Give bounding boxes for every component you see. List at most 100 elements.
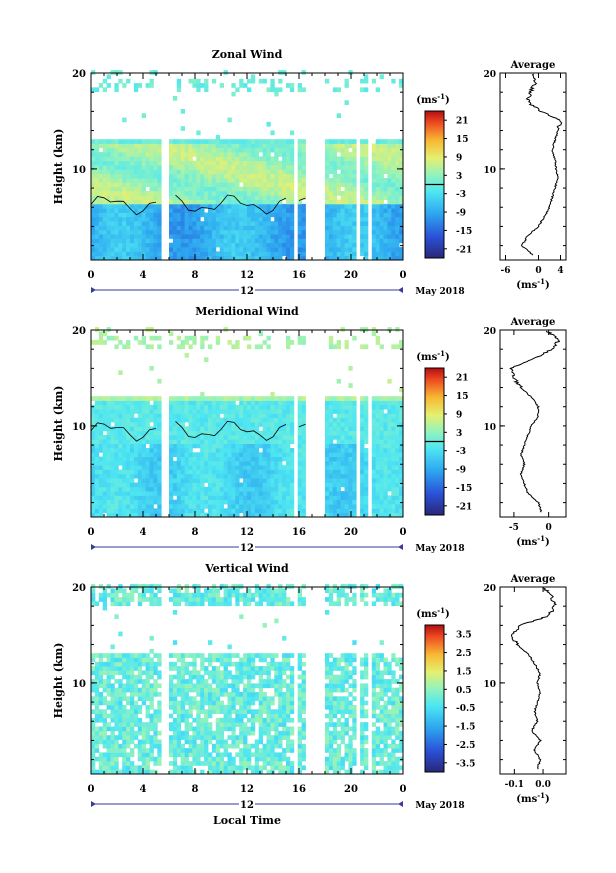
heatmap-cell: [122, 456, 127, 462]
heatmap-cell: [270, 156, 275, 162]
heatmap-cell: [180, 178, 185, 183]
heatmap-cell: [258, 225, 263, 231]
heatmap-cell: [184, 478, 189, 483]
heatmap-cell: [364, 417, 369, 423]
heatmap-cell: [133, 147, 139, 153]
heatmap-cell: [130, 748, 135, 753]
heatmap-cell: [328, 743, 334, 749]
heatmap-cell: [239, 486, 244, 492]
heatmap-cell: [383, 242, 388, 248]
heatmap-cell: [200, 391, 205, 397]
heatmap-cell: [227, 743, 232, 749]
heatmap-cell: [211, 186, 217, 192]
heatmap-cell: [262, 238, 267, 244]
heatmap-cell: [360, 165, 365, 170]
heatmap-cell: [141, 465, 146, 470]
heatmap-cell: [379, 452, 384, 457]
heatmap-cell: [348, 229, 353, 235]
heatmap-cell: [286, 504, 291, 509]
heatmap-cell: [235, 178, 240, 183]
heatmap-cell: [153, 739, 158, 745]
heatmap-cell: [278, 173, 283, 179]
heatmap-cell: [157, 335, 162, 341]
heatmap-cell: [364, 439, 369, 444]
heatmap-cell: [348, 739, 353, 745]
heatmap-cell: [211, 225, 217, 231]
heatmap-cell: [332, 735, 338, 740]
heatmap-cell: [208, 173, 213, 179]
heatmap-cell: [102, 191, 107, 196]
heatmap-cell: [266, 255, 271, 261]
heatmap-cell: [145, 182, 150, 187]
heatmap-cell: [286, 216, 291, 222]
heatmap-cell: [278, 78, 283, 84]
heatmap-cell: [360, 508, 365, 514]
heatmap-cell: [126, 512, 131, 518]
heatmap-cell: [254, 165, 260, 170]
heatmap-cell: [332, 482, 338, 488]
heatmap-cell: [118, 486, 123, 492]
heatmap-cell: [110, 508, 115, 514]
heatmap-cell: [122, 748, 127, 753]
heatmap-cell: [254, 448, 260, 453]
heatmap-cell: [215, 156, 221, 162]
heatmap-cell: [340, 739, 345, 745]
heatmap-cell: [98, 482, 104, 488]
heatmap-cell: [250, 212, 256, 218]
heatmap-cell: [130, 255, 135, 261]
heatmap-cell: [94, 147, 100, 153]
heatmap-cell: [215, 216, 221, 222]
heatmap-cell: [219, 147, 224, 153]
heatmap-cell: [364, 195, 369, 200]
heatmap-cell: [169, 251, 174, 257]
heatmap-cell: [200, 448, 205, 453]
heatmap-cell: [227, 769, 232, 775]
heatmap-cell: [110, 512, 115, 518]
heatmap-cell: [126, 156, 131, 162]
heatmap-cell: [219, 191, 224, 196]
heatmap-cell: [289, 508, 295, 514]
heatmap-cell: [364, 147, 369, 153]
heatmap-cell: [278, 251, 283, 257]
heatmap-cell: [262, 743, 267, 749]
heatmap-cell: [204, 78, 209, 84]
heatmap-cell: [153, 160, 158, 166]
heatmap-cell: [379, 769, 384, 775]
heatmap-cell: [340, 156, 345, 162]
heatmap-cell: [360, 396, 365, 401]
heatmap-cell: [196, 409, 201, 414]
heatmap-cell: [258, 435, 263, 440]
heatmap-cell: [379, 504, 384, 509]
heatmap-cell: [188, 413, 193, 419]
heatmap-cell: [274, 452, 279, 457]
heatmap-cell: [94, 769, 100, 775]
heatmap-cell: [141, 752, 146, 758]
heatmap-cell: [325, 765, 330, 771]
heatmap-cell: [130, 439, 135, 444]
heatmap-cell: [348, 383, 353, 388]
heatmap-cell: [325, 460, 330, 466]
heatmap-cell: [247, 752, 252, 758]
heatmap-cell: [196, 195, 201, 200]
heatmap-cell: [98, 199, 104, 205]
heatmap-cell: [247, 225, 252, 231]
heatmap-cell: [141, 212, 146, 218]
heatmap-cell: [239, 439, 244, 444]
heatmap-cell: [360, 143, 365, 149]
heatmap-cell: [196, 508, 201, 514]
heatmap-cell: [149, 769, 154, 775]
heatmap-cell: [176, 495, 182, 501]
heatmap-cell: [180, 229, 185, 235]
heatmap-cell: [110, 491, 115, 496]
heatmap-cell: [375, 478, 380, 483]
heatmap-cell: [196, 495, 201, 501]
heatmap-cell: [258, 173, 263, 179]
heatmap-cell: [336, 460, 341, 466]
colorbar-tick-label: 3: [456, 429, 462, 439]
heatmap-cell: [266, 465, 271, 470]
heatmap-cell: [352, 169, 357, 175]
heatmap-cell: [297, 165, 302, 170]
heatmap-cell: [348, 400, 353, 406]
heatmap-cell: [399, 735, 404, 740]
heatmap-cell: [371, 182, 377, 187]
